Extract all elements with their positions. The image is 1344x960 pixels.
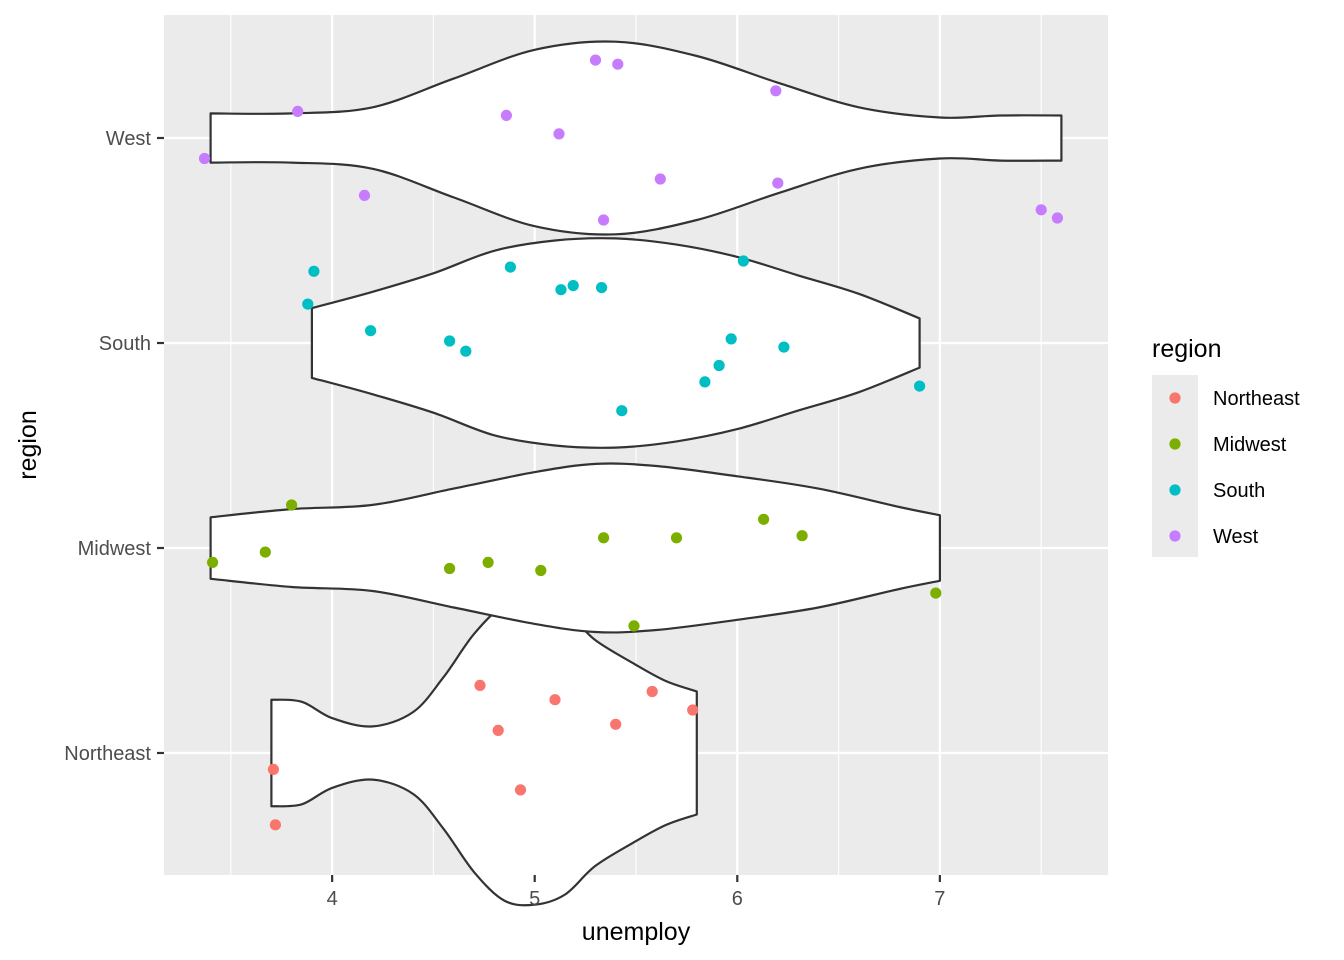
data-points [198,54,1063,831]
point-midwest [207,556,219,569]
violin-west [209,40,1063,236]
legend-key-midwest [1169,438,1181,450]
point-northeast [474,679,486,692]
point-west [612,58,624,70]
legend-label-south: South [1213,480,1265,502]
x-tick-label: 6 [732,888,743,910]
legend-key-west [1169,530,1181,542]
point-midwest [444,562,456,575]
legend-label-west: West [1213,526,1259,548]
violins [209,40,1063,907]
point-south [596,282,608,294]
legend-key-northeast [1169,392,1181,404]
point-midwest [598,532,610,544]
point-west [500,109,512,121]
point-west [1051,212,1063,224]
legend: region Northeast Midwest South West [1152,335,1300,557]
point-west [198,152,211,165]
point-midwest [670,532,683,544]
point-west [292,105,304,117]
point-midwest [758,513,770,525]
point-south [737,255,750,267]
point-northeast [492,724,504,737]
y-axis: Northeast Midwest South West [64,128,164,765]
violin-midwest [209,462,941,634]
legend-label-midwest: Midwest [1213,434,1287,456]
point-west [358,189,371,201]
point-northeast [267,763,279,776]
point-west [654,173,666,185]
point-south [725,333,737,345]
point-south [713,359,725,372]
y-axis-title: region [14,410,42,480]
point-west [589,54,602,66]
y-tick-label: South [99,333,151,355]
x-tick-label: 4 [327,888,338,910]
point-south [616,405,628,417]
point-south [365,325,377,337]
point-south [914,380,926,392]
legend-key-south [1169,484,1181,496]
point-south [460,345,472,357]
point-west [553,128,565,140]
point-south [567,280,579,292]
point-northeast [269,819,281,831]
x-axis: 4 5 6 7 [327,875,945,910]
point-west [770,85,782,97]
point-south [504,261,516,273]
y-tick-label: West [106,128,152,150]
point-south [778,341,790,353]
point-south [555,284,567,296]
point-midwest [796,530,808,542]
point-northeast [646,685,658,698]
point-midwest [286,499,298,511]
point-northeast [514,784,527,796]
point-northeast [687,704,699,716]
legend-label-northeast: Northeast [1213,388,1300,410]
point-northeast [610,718,622,730]
x-tick-label: 5 [529,888,540,910]
point-south [302,298,314,310]
point-south [699,376,711,388]
legend-key-background [1152,375,1198,557]
y-tick-label: Northeast [64,743,151,765]
point-west [598,214,610,226]
point-midwest [482,556,494,569]
y-tick-label: Midwest [78,538,152,560]
point-west [772,177,784,189]
point-south [444,335,456,347]
point-northeast [549,694,561,706]
point-midwest [628,620,640,632]
violin-south [310,237,921,449]
point-midwest [535,564,547,577]
legend-title: region [1152,335,1222,363]
point-south [308,265,320,277]
x-axis-title: unemploy [582,918,691,946]
point-midwest [930,587,942,599]
point-west [1035,204,1047,216]
x-tick-label: 7 [934,888,945,910]
violin-northeast [270,599,698,907]
point-midwest [259,546,271,558]
